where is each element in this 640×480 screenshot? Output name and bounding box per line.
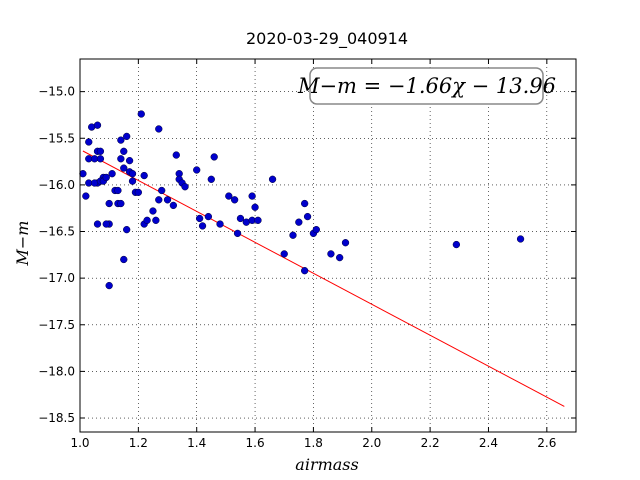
data-point [327,250,335,258]
data-point [123,225,131,234]
data-point [105,281,113,290]
grid [79,59,576,432]
data-point [248,192,256,200]
data-point [280,250,288,258]
data-point [225,192,233,200]
data-point [301,267,309,275]
y-tick-label: −16.0 [38,178,75,192]
y-tick-label: −15.0 [38,85,75,99]
data-point [120,164,128,172]
data-point [303,212,312,221]
data-point [155,196,163,204]
data-point [125,156,134,165]
fit-line [82,150,565,407]
x-tick-label: 1.4 [187,436,206,450]
data-point [207,175,215,183]
data-point [128,177,137,185]
data-point [108,170,116,178]
x-tick-label: 1.6 [246,436,265,450]
data-point [102,173,110,182]
x-tick-label: 1.0 [70,436,89,450]
data-point [295,218,303,226]
data-point [105,199,113,208]
data-point [93,220,102,228]
data-point [172,151,180,159]
y-tick-label: −18.0 [38,364,75,378]
data-point [82,192,90,200]
data-point [96,155,105,163]
data-point [117,199,125,208]
data-point [79,170,87,178]
x-tick-label: 1.8 [304,436,323,450]
data-point [120,147,128,155]
y-tick-label: −17.5 [38,318,75,332]
data-point [123,132,131,141]
data-point [102,220,110,228]
fit-equation-box: M−m = −1.66χ − 13.96 [297,67,556,105]
fit-line-layer [82,150,565,407]
data-point [216,220,224,228]
y-tick-label: −16.5 [38,225,75,239]
data-point [193,166,201,174]
data-point [230,196,239,204]
data-point [181,183,189,191]
data-point [140,171,148,180]
data-point [120,255,128,264]
data-point [114,186,122,195]
y-tick-label: −15.5 [38,131,75,145]
chart-title: 2020-03-29_040914 [246,29,408,49]
fit-equation: M−m = −1.66χ − 13.96 [297,74,556,98]
data-point [301,199,309,208]
data-point [152,216,160,224]
axis-ticks: 1.0 1.2 1.4 1.6 1.8 2.0 2.2 2.4 2.6 −15.0 −15.5 −16… [38,59,576,450]
x-tick-label: 2.6 [537,436,556,450]
data-point [233,229,242,238]
x-tick-label: 2.2 [421,436,440,450]
data-point [163,196,172,204]
data-point [117,136,125,144]
data-point [210,153,218,161]
data-point [268,175,277,183]
data-point [169,201,178,210]
data-point [516,235,525,243]
data-points [79,110,525,290]
data-point [312,225,320,234]
plot-frame [79,58,577,433]
x-tick-label: 2.4 [479,436,498,450]
data-point [158,186,166,195]
data-point [336,253,344,262]
y-axis-label: M−m [13,221,32,267]
data-point [204,212,213,221]
data-point [289,231,297,239]
data-point [134,188,143,196]
data-point [143,216,151,224]
data-point [93,121,102,129]
data-point [96,147,105,155]
data-point [254,216,262,224]
data-point [137,110,145,118]
y-tick-label: −17.0 [38,271,75,285]
data-point [341,239,350,247]
fit-equation-frame [309,67,544,105]
data-point [251,203,259,211]
data-point [117,155,125,163]
y-tick-label: −18.5 [38,411,75,425]
x-tick-label: 2.0 [362,436,381,450]
data-point [85,138,93,146]
data-point [198,222,207,230]
data-point [236,214,245,223]
data-point [149,207,157,215]
data-point [452,240,461,249]
x-tick-label: 1.2 [129,436,148,450]
data-point [155,125,163,133]
data-point [195,214,204,223]
x-axis-label: airmass [295,455,358,474]
data-point [128,170,137,178]
